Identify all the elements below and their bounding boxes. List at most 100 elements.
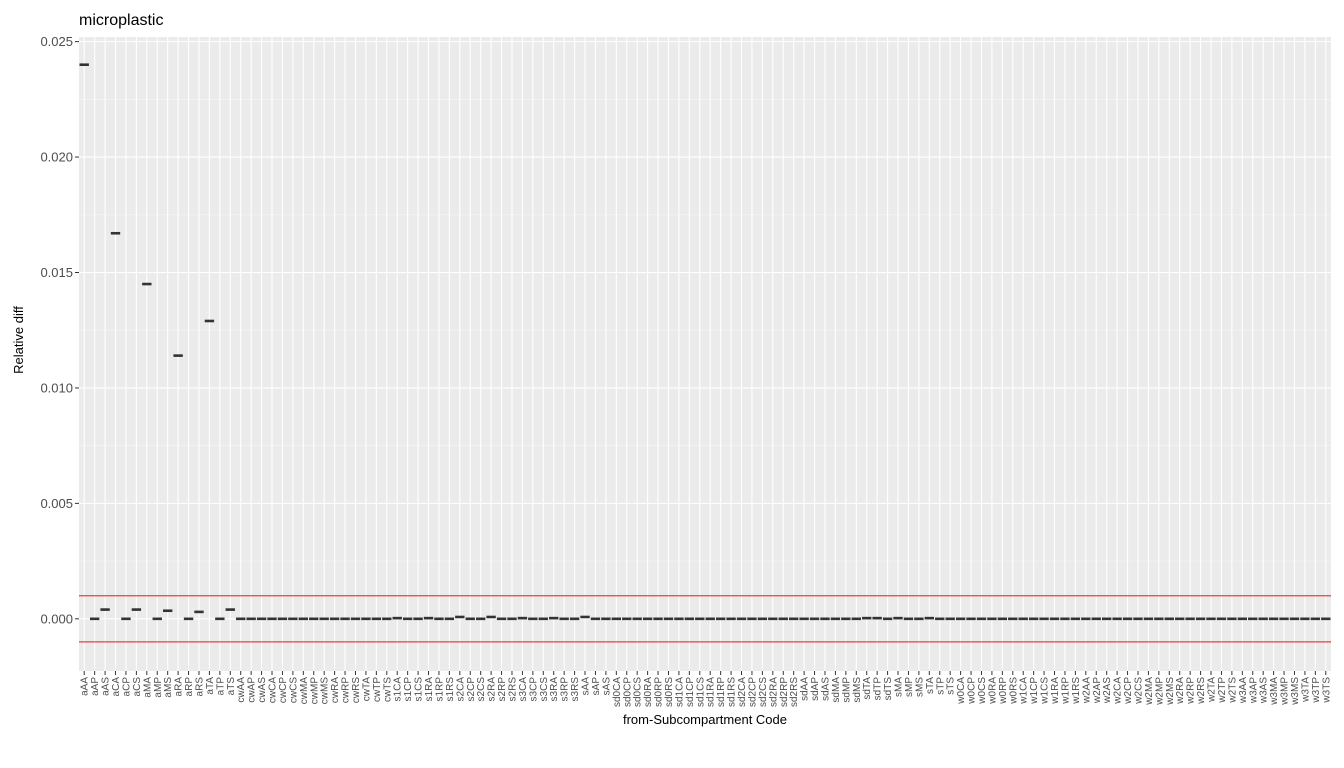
x-axis: aAA aAP aAS aCA aCP aCS aMA aMP aMS aRA aRP aRS aTA a… [80,671,1332,707]
x-tick-label: aTP [215,677,226,696]
x-tick-label: w3TA [1300,677,1311,703]
x-tick-label: s1CS [414,677,425,702]
x-tick-label: sTP [935,677,946,695]
x-tick-label: aMS [163,677,174,698]
x-tick-label: w3TS [1321,677,1332,704]
major-gridlines [79,37,1331,671]
plot-panel [79,37,1331,671]
x-tick-label: w2CP [1123,677,1134,705]
y-tick-label: 0.005 [40,496,73,511]
x-tick-label: sMS [914,677,925,697]
x-tick-label: w3TP [1311,677,1322,704]
x-tick-label: sdMS [852,677,863,703]
x-axis-title: from-Subcompartment Code [623,712,787,727]
x-tick-label: cwMP [309,677,320,705]
x-tick-label: aAA [80,677,91,696]
x-tick-label: sd1RP [716,677,727,707]
x-tick-label: aCP [121,677,132,697]
x-tick-label: w2CA [1113,677,1124,705]
x-tick-label: sd1CP [685,677,696,707]
x-tick-label: w2MA [1144,677,1155,706]
x-tick-label: sd1CA [674,677,685,707]
x-tick-label: aMP [153,677,164,698]
x-tick-label: aRP [184,677,195,697]
x-tick-label: sMA [894,677,905,697]
x-tick-label: sd0CP [622,677,633,707]
x-tick-label: sAP [591,677,602,696]
x-tick-label: w2AS [1102,677,1113,704]
x-tick-label: sd1CS [695,677,706,707]
x-tick-label: sdAP [810,677,821,701]
y-axis-title: Relative diff [11,306,26,374]
x-tick-label: aAP [90,677,101,696]
x-tick-label: aCS [132,677,143,697]
x-tick-label: aRA [174,677,185,697]
y-tick-label: 0.025 [40,34,73,49]
x-tick-label: s3CA [518,677,529,702]
x-tick-label: s2CA [455,677,466,702]
minor-gridlines [79,99,1331,562]
x-tick-label: sdAA [800,677,811,701]
x-tick-label: sTA [925,677,936,694]
x-tick-label: aAS [101,677,112,696]
x-tick-label: sd2RS [789,677,800,707]
reference-lines [79,595,1331,643]
x-tick-label: w2AP [1092,677,1103,704]
chart-title: microplastic [79,12,163,29]
x-tick-label: s1RA [424,677,435,702]
x-tick-label: aMA [142,677,153,698]
y-tick-label: 0.010 [40,380,73,395]
x-tick-label: sdMP [841,677,852,703]
x-tick-label: aRS [194,677,205,697]
x-tick-label: cwAS [257,677,268,703]
x-tick-label: sd0RA [643,677,654,707]
x-tick-label: sd2RP [779,677,790,707]
x-tick-label: w2TS [1227,677,1238,704]
x-tick-label: sd0CA [612,677,623,707]
x-tick-label: s3RP [560,677,571,702]
x-tick-label: w2AA [1081,677,1092,704]
x-tick-label: s2CP [466,677,477,702]
x-tick-label: w0CP [967,677,978,705]
x-tick-label: cwTP [372,677,383,702]
x-tick-label: w1RA [1050,677,1061,705]
y-tick-label: 0.000 [40,611,73,626]
x-tick-label: cwTA [361,677,372,702]
x-tick-label: sdTS [883,677,894,701]
x-tick-label: w1RP [1060,677,1071,705]
x-tick-label: sd2CA [737,677,748,707]
x-tick-label: cwMA [299,677,310,705]
x-tick-label: s2RS [507,677,518,702]
x-tick-label: s2CS [476,677,487,702]
x-tick-label: w2RP [1186,677,1197,705]
x-tick-label: sd1RA [706,677,717,707]
y-tick-label: 0.020 [40,150,73,165]
x-tick-label: s1RP [434,677,445,702]
x-tick-label: w2MP [1154,677,1165,706]
y-axis: 0.000 0.005 0.010 0.015 0.020 0.025 [40,34,79,626]
x-tick-label: w2TA [1207,677,1218,703]
x-tick-label: sdMA [831,677,842,703]
x-tick-label: sAS [601,677,612,696]
x-tick-label: sd2RA [768,677,779,707]
x-tick-label: w1RS [1071,677,1082,705]
x-tick-label: w3AP [1248,677,1259,704]
x-tick-label: w2CS [1133,677,1144,705]
x-tick-label: aCA [111,677,122,697]
x-tick-label: sd0RS [664,677,675,707]
x-tick-label: cwAA [236,677,247,703]
x-tick-label: cwCS [288,677,299,703]
x-tick-label: sMP [904,677,915,697]
x-tick-label: sd1RS [727,677,738,707]
x-tick-label: sd0RP [654,677,665,707]
x-tick-label: aTS [226,677,237,696]
x-tick-label: cwCA [268,677,279,703]
x-tick-label: s3CP [528,677,539,702]
x-tick-label: cwRA [330,677,341,703]
x-tick-label: s3RA [549,677,560,702]
x-tick-label: w0RP [998,677,1009,705]
x-tick-label: s2RP [497,677,508,702]
x-tick-label: sd0CS [633,677,644,707]
x-tick-label: cwRS [351,677,362,703]
x-tick-label: w3MS [1290,677,1301,706]
